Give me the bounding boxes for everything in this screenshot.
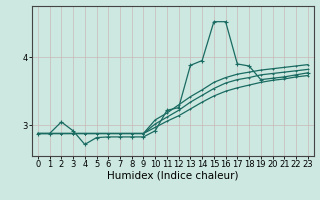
X-axis label: Humidex (Indice chaleur): Humidex (Indice chaleur) [107,171,238,181]
